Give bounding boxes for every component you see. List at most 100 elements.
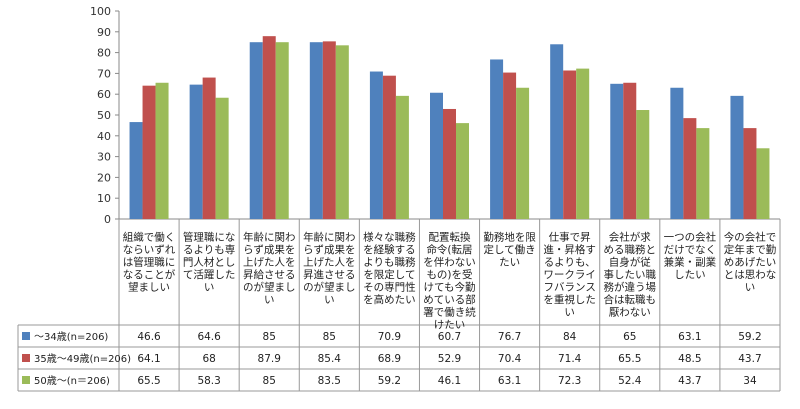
category-label-line: 会社が求 [609,230,651,243]
bar-2 [142,85,156,219]
category-label-line: 兼業・副業 [664,255,717,268]
data-label: 63.1 [498,375,521,387]
data-label: 85 [263,331,276,343]
category-label-line: を伴わない [423,255,476,268]
y-tick-label: 10 [97,192,111,205]
category-label-line: 進・昇格す [543,243,596,256]
category-label-line: 管理職にな [183,230,236,243]
category-label-line: のが望まし [243,280,296,293]
category-label-line: い [324,294,335,306]
bar-3 [576,68,590,219]
category-label-line: は管理職に [123,255,176,268]
data-label: 85.4 [318,353,342,365]
y-tick-label: 40 [97,130,111,143]
category-label-line: い [264,294,275,306]
category-label-line: たい [499,256,520,268]
category-label-line: を限定して [363,268,415,281]
legend-label: 35歳〜49歳(n=206) [34,353,131,365]
y-tick-label: 80 [97,47,111,60]
category-label: 様々な職務を経験するよりも職務を限定してその専門性を高めたい [363,230,416,306]
category-label-line: だけでなく [664,244,717,256]
bar-2 [262,36,276,219]
bar-1 [309,42,323,220]
bar-1 [129,122,143,219]
bar-3 [335,45,349,219]
category-label-line: 署で働き続 [423,305,476,318]
bar-2 [322,41,336,220]
data-label: 84 [563,331,577,343]
category-label-line: ワークライ [543,269,596,281]
category-label-line: らず成果を [243,244,295,256]
data-label: 63.1 [678,331,701,343]
category-label-line: 組織で働く [123,230,176,243]
category-label-line: したい [674,269,706,281]
data-label: 68 [202,353,215,365]
bar-2 [623,82,637,219]
category-label-line: その専門性 [363,280,416,293]
category-label: 年齢に関わらず成果を上げた人を昇給させるのが望ましい [243,230,296,306]
bar-3 [155,82,169,219]
category-label-line: 仕事で昇 [549,230,591,243]
category-label: 勤務地を限定して働きたい [483,230,536,268]
data-label: 34 [743,375,757,387]
category-label-line: い [204,281,215,293]
bar-1 [670,87,684,219]
data-table: 組織で働くならいずれは管理職になることが望ましい管理職になるよりも専門人材として… [17,219,781,392]
category-label: 配置転換命令(転居を伴わないもの)を受けても今勤めている部署で働き続けたい [423,231,476,331]
data-label: 87.9 [258,353,281,365]
category-label-line: ならいずれ [123,244,176,256]
data-label: 59.2 [378,375,401,387]
data-label: 76.7 [498,331,521,343]
category-label-line: 昇給させる [243,268,296,281]
category-label-line: 様々な職務 [363,230,416,243]
data-label: 48.5 [678,353,701,365]
bar-2 [563,70,577,219]
bar-2 [443,108,456,219]
category-label-line: とは思わな [724,269,777,281]
category-label-line: を高めたい [363,293,416,306]
category-label-line: めている部 [423,293,476,306]
category-label-line: 配置転換 [429,231,471,243]
category-label-line: 合は転職も [604,293,657,306]
category-label-line: 今の会社で [724,230,777,243]
category-label-line: 命令(転居 [426,243,472,256]
bar-1 [369,71,383,219]
data-label: 58.3 [197,375,220,387]
y-tick-label: 30 [97,151,111,164]
category-label-line: 門人材とし [183,255,236,268]
data-label: 64.1 [137,353,160,365]
category-label-line: 務が違う場 [604,280,657,293]
category-label-line: フバランス [544,281,596,293]
data-label: 65 [623,331,636,343]
data-label: 43.7 [678,375,701,387]
category-label-line: 上げた人を [243,256,296,268]
data-label: 85 [263,375,276,387]
bar-3 [636,110,650,219]
bar-3 [456,123,469,219]
bar-3 [215,97,229,219]
bar-3 [696,128,710,219]
category-label: 管理職になるよりも専門人材として活躍したい [183,230,236,293]
legend-swatch [22,332,30,340]
bar-2 [503,72,517,220]
bar-1 [430,92,443,219]
data-label: 70.9 [378,331,401,343]
category-label-line: めあげたい [724,256,777,268]
category-label: 一つの会社だけでなく兼業・副業したい [664,230,717,281]
category-label-line: るよりも専 [183,244,235,256]
category-label: 今の会社で定年まで勤めあげたいとは思わない [724,230,777,293]
category-label-line: い [745,281,756,293]
category-label-line: める職務と [604,243,657,256]
y-tick-label: 0 [104,213,111,226]
data-label: 83.5 [318,375,341,387]
legend-swatch [22,376,30,384]
category-label-line: 望ましい [128,280,170,293]
bar-1 [550,44,564,219]
category-label-line: い [564,306,575,318]
data-label: 52.4 [618,375,642,387]
category-label-line: けても今勤 [424,280,476,293]
y-tick-label: 20 [97,171,111,184]
bar-2 [683,118,697,219]
bars [129,36,770,220]
